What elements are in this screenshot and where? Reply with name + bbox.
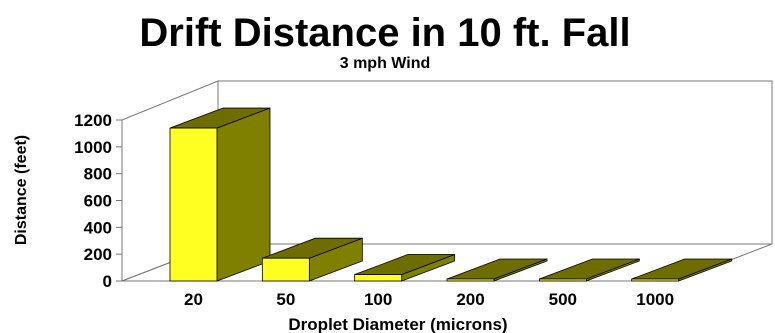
bar-top <box>539 258 640 280</box>
bar <box>169 127 218 282</box>
y-tick-label: 1000 <box>74 138 112 157</box>
y-tick-label: 800 <box>84 165 112 184</box>
bar-top <box>446 258 548 280</box>
y-tick-label: 400 <box>84 218 112 237</box>
back-wall <box>217 80 773 245</box>
chart-subtitle: 3 mph Wind <box>340 55 431 72</box>
bar <box>446 278 495 282</box>
x-tick-label: 200 <box>456 290 484 309</box>
bar-top <box>631 258 732 280</box>
x-tick-label: 50 <box>276 290 295 309</box>
x-tick-label: 1000 <box>636 290 674 309</box>
bar-side <box>216 107 271 282</box>
y-axis-label: Distance (feet) <box>13 135 30 245</box>
bar <box>354 274 403 282</box>
bar <box>631 278 680 282</box>
chart-title: Drift Distance in 10 ft. Fall <box>139 11 630 55</box>
x-tick-label: 100 <box>364 290 392 309</box>
plot-area: 0 200 400 600 800 1000 1200 20 50 100 200 500 1000 <box>74 80 773 309</box>
y-tick-label: 1200 <box>74 111 112 130</box>
x-tick-label: 500 <box>549 290 577 309</box>
x-tick-label: 20 <box>184 290 203 309</box>
x-axis-label: Droplet Diameter (microns) <box>288 315 507 333</box>
y-tick-label: 0 <box>103 272 112 291</box>
y-tick-label: 600 <box>84 192 112 211</box>
y-tick-label: 200 <box>84 245 112 264</box>
bar <box>261 257 310 282</box>
bar <box>538 278 587 282</box>
